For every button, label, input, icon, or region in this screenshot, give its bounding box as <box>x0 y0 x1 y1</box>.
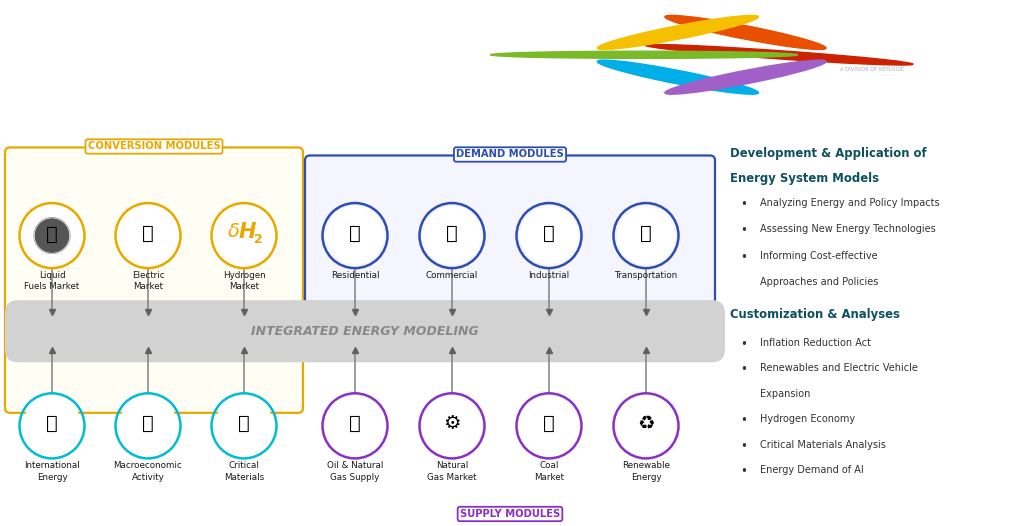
Text: Electric
Market: Electric Market <box>132 271 164 291</box>
Text: H: H <box>239 221 256 241</box>
Text: Customization & Analyses: Customization & Analyses <box>730 308 900 321</box>
Text: Commercial: Commercial <box>426 271 478 280</box>
Text: Critical
Materials: Critical Materials <box>224 461 264 481</box>
Text: Energy System Models: Energy System Models <box>730 171 879 185</box>
Text: A DIVISION OF KEYLOGIC: A DIVISION OF KEYLOGIC <box>840 67 904 72</box>
Text: Expansion: Expansion <box>760 389 810 399</box>
Text: 🏠: 🏠 <box>446 224 458 243</box>
Ellipse shape <box>490 51 798 58</box>
Text: Hydrogen Economy: Hydrogen Economy <box>760 414 855 424</box>
Ellipse shape <box>597 60 759 94</box>
Text: Informing Cost-effective: Informing Cost-effective <box>760 250 878 260</box>
Circle shape <box>327 207 384 264</box>
Text: Inflation Reduction Act: Inflation Reduction Act <box>760 338 871 348</box>
Text: SUPPLY MODULES: SUPPLY MODULES <box>460 509 560 519</box>
Circle shape <box>120 207 176 264</box>
Text: •: • <box>740 224 746 237</box>
Text: Residential: Residential <box>331 271 379 280</box>
Circle shape <box>215 397 272 454</box>
Text: Critical Materials Analysis: Critical Materials Analysis <box>760 440 886 450</box>
Text: Macroeconomic
Activity: Macroeconomic Activity <box>114 461 182 481</box>
Text: OnLocation’s Customized Version of the National: OnLocation’s Customized Version of the N… <box>23 24 615 44</box>
FancyBboxPatch shape <box>305 156 715 321</box>
Text: •: • <box>740 466 746 479</box>
Circle shape <box>215 207 272 264</box>
Text: 🏛: 🏛 <box>349 224 360 243</box>
Circle shape <box>617 397 675 454</box>
Circle shape <box>520 207 578 264</box>
Text: Assessing New Energy Technologies: Assessing New Energy Technologies <box>760 224 936 234</box>
Text: ♻: ♻ <box>637 414 654 433</box>
Circle shape <box>327 397 384 454</box>
Text: Renewables and Electric Vehicle: Renewables and Electric Vehicle <box>760 363 918 373</box>
Circle shape <box>120 397 176 454</box>
Text: 🏭: 🏭 <box>543 224 555 243</box>
Text: •: • <box>740 250 746 264</box>
FancyBboxPatch shape <box>5 300 725 362</box>
Text: ⛽: ⛽ <box>349 414 360 433</box>
Text: Hydrogen
Market: Hydrogen Market <box>222 271 265 291</box>
Circle shape <box>35 218 70 254</box>
Text: 🌐: 🌐 <box>46 414 58 433</box>
Text: •: • <box>740 414 746 427</box>
Text: 2: 2 <box>254 233 262 246</box>
Text: Coal
Market: Coal Market <box>534 461 564 481</box>
Text: Energy Demand of AI: Energy Demand of AI <box>760 466 864 476</box>
Circle shape <box>424 207 480 264</box>
Text: DEMAND MODULES: DEMAND MODULES <box>456 149 564 159</box>
Circle shape <box>24 397 81 454</box>
Text: Development & Application of: Development & Application of <box>730 147 927 160</box>
Text: •: • <box>740 363 746 376</box>
Text: Renewable
Energy: Renewable Energy <box>622 461 670 481</box>
Text: 🚂: 🚂 <box>543 414 555 433</box>
Text: 🔌: 🔌 <box>142 224 154 243</box>
Text: Approaches and Policies: Approaches and Policies <box>760 277 879 287</box>
Text: •: • <box>740 198 746 210</box>
Text: INTEGRATED ENERGY MODELING: INTEGRATED ENERGY MODELING <box>251 325 479 338</box>
Text: Transportation: Transportation <box>614 271 678 280</box>
Text: •: • <box>740 338 746 351</box>
Text: CONVERSION MODULES: CONVERSION MODULES <box>88 141 220 151</box>
Text: $\delta$: $\delta$ <box>227 222 240 241</box>
Text: Natural
Gas Market: Natural Gas Market <box>427 461 477 481</box>
FancyBboxPatch shape <box>5 147 303 413</box>
Ellipse shape <box>597 15 759 49</box>
Ellipse shape <box>665 15 826 49</box>
Ellipse shape <box>665 60 826 94</box>
Text: OnLocation: OnLocation <box>840 41 925 54</box>
Circle shape <box>424 397 480 454</box>
Text: Industrial: Industrial <box>528 271 569 280</box>
Text: 🔗: 🔗 <box>239 414 250 433</box>
Circle shape <box>24 207 81 264</box>
Text: International
Energy: International Energy <box>25 461 80 481</box>
Text: Liquid
Fuels Market: Liquid Fuels Market <box>25 271 80 291</box>
Ellipse shape <box>645 45 913 65</box>
Circle shape <box>617 207 675 264</box>
Text: 🛢: 🛢 <box>46 225 58 244</box>
Text: 🚢: 🚢 <box>640 224 652 243</box>
Text: Oil & Natural
Gas Supply: Oil & Natural Gas Supply <box>327 461 383 481</box>
Text: •: • <box>740 440 746 453</box>
Circle shape <box>520 397 578 454</box>
Text: 📊: 📊 <box>142 414 154 433</box>
Text: ⚙: ⚙ <box>443 414 461 433</box>
Text: Analyzing Energy and Policy Impacts: Analyzing Energy and Policy Impacts <box>760 198 940 208</box>
Text: Energy Modeling System (OL24-NEMS): Energy Modeling System (OL24-NEMS) <box>23 84 492 104</box>
